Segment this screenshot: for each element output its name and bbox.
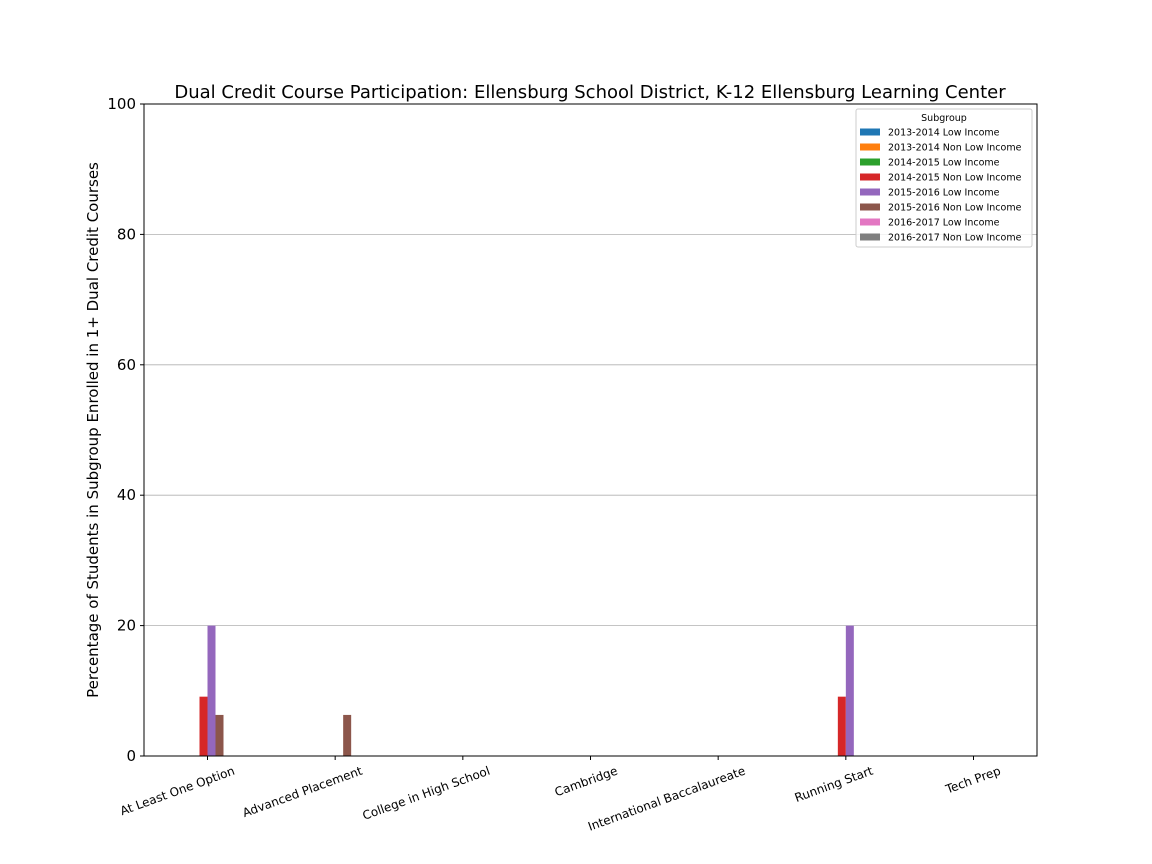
legend-swatch: [860, 233, 880, 241]
bars: [199, 625, 854, 756]
legend-swatch: [860, 158, 880, 166]
x-tick-label: Running Start: [793, 764, 875, 805]
grid-lines: [144, 233, 1037, 626]
bar: [845, 625, 854, 756]
y-tick-label: 0: [126, 747, 136, 765]
legend-item: 2014-2015 Low Income: [888, 158, 1000, 169]
legend-item: 2016-2017 Non Low Income: [888, 233, 1022, 244]
y-tick-label: 100: [107, 95, 136, 113]
chart-title: Dual Credit Course Participation: Ellens…: [174, 82, 1006, 103]
legend-item: 2015-2016 Non Low Income: [888, 203, 1022, 214]
x-tick-label: College in High School: [361, 764, 492, 823]
bar: [215, 714, 224, 756]
y-tick-label: 60: [117, 356, 136, 374]
legend: Subgroup 2013-2014 Low Income 2013-2014 N…: [855, 108, 1033, 248]
legend-item: 2014-2015 Non Low Income: [888, 173, 1022, 184]
y-axis: 0 20 40 60 80 100: [107, 95, 144, 765]
y-tick-label: 20: [117, 617, 136, 635]
bar: [343, 714, 352, 756]
x-tick-label: Cambridge: [553, 764, 620, 800]
legend-swatch: [860, 218, 880, 226]
x-tick-label: At Least One Option: [118, 764, 236, 818]
legend-item: 2015-2016 Low Income: [888, 188, 1000, 199]
legend-swatch: [860, 188, 880, 196]
legend-swatch: [860, 128, 880, 136]
y-tick-label: 80: [117, 225, 136, 243]
legend-item: 2013-2014 Non Low Income: [888, 143, 1022, 154]
legend-swatch: [860, 173, 880, 181]
bar: [837, 696, 846, 756]
legend-item: 2016-2017 Low Income: [888, 218, 1000, 229]
y-axis-label: Percentage of Students in Subgroup Enrol…: [84, 162, 102, 698]
x-tick-label: Advanced Placement: [241, 764, 365, 820]
x-axis: At Least One Option Advanced PlacementCol…: [118, 756, 1003, 834]
legend-box: [855, 108, 1033, 248]
legend-swatch: [860, 143, 880, 151]
x-tick-label: Tech Prep: [943, 764, 1003, 797]
legend-title: Subgroup: [921, 113, 967, 124]
bar: [207, 625, 216, 756]
legend-item: 2013-2014 Low Income: [888, 128, 1000, 139]
bar: [199, 696, 208, 756]
y-tick-label: 40: [117, 486, 136, 504]
legend-swatch: [860, 203, 880, 211]
